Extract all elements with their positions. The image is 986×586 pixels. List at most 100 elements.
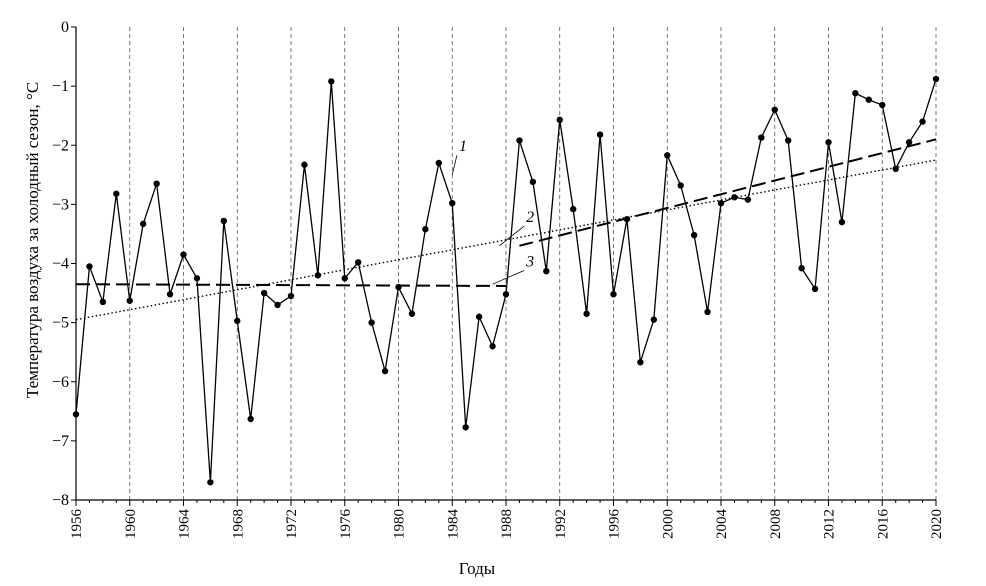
- data-point: [865, 96, 873, 103]
- data-point: [86, 263, 93, 270]
- data-point: [758, 134, 765, 141]
- x-tick-label: 1976: [338, 509, 354, 540]
- data-point: [166, 291, 174, 298]
- data-point: [260, 289, 268, 297]
- data-point: [234, 317, 241, 325]
- x-tick-label: 1956: [69, 509, 85, 540]
- x-tick-label: 1972: [284, 509, 300, 539]
- y-tick-label: −5: [52, 315, 69, 332]
- x-tick-label: 2004: [714, 509, 730, 540]
- data-point: [852, 90, 859, 97]
- x-tick-label: 2000: [660, 509, 676, 539]
- x-tick-label: 1984: [445, 509, 461, 540]
- data-point: [475, 313, 483, 320]
- data-point: [771, 106, 778, 113]
- data-point: [328, 78, 335, 85]
- data-point: [784, 137, 792, 144]
- annotation-label-1: 1: [459, 138, 467, 155]
- data-point: [879, 101, 886, 109]
- annotation-leader: [451, 155, 458, 175]
- x-tick-label: 1964: [177, 509, 193, 540]
- data-point: [623, 215, 631, 223]
- data-point: [247, 415, 254, 423]
- data-point: [126, 297, 133, 304]
- data-point: [744, 196, 752, 203]
- data-point: [596, 131, 604, 138]
- annotations: 1 2 3: [451, 138, 534, 285]
- x-tick-label: 2020: [929, 509, 945, 539]
- data-point: [193, 275, 201, 282]
- y-tick-label: −2: [52, 137, 69, 154]
- x-tick-label: 1992: [553, 509, 569, 539]
- x-tick-label: 1968: [230, 509, 246, 539]
- x-tick-label: 1960: [123, 509, 139, 539]
- data-point: [113, 190, 120, 197]
- x-tick-label: 1996: [607, 509, 623, 540]
- data-point: [368, 319, 375, 326]
- data-point: [207, 479, 214, 486]
- data-point: [435, 159, 443, 167]
- data-point: [516, 137, 523, 144]
- x-tick-label: 1988: [499, 509, 515, 539]
- data-point: [274, 301, 281, 309]
- annotation-label-2: 2: [526, 209, 534, 226]
- data-point: [220, 217, 228, 225]
- data-point: [798, 265, 805, 272]
- data-point: [677, 182, 684, 189]
- grid-lines: [129, 27, 937, 500]
- x-tick-label: 2016: [875, 509, 891, 540]
- data-point: [139, 220, 147, 228]
- data-point: [650, 316, 658, 323]
- x-tick-label: 1980: [392, 509, 408, 539]
- data-point: [341, 275, 348, 282]
- data-point: [704, 308, 711, 316]
- data-point: [664, 152, 671, 159]
- data-point: [583, 310, 590, 317]
- data-point: [99, 298, 107, 306]
- annotation-label-3: 3: [525, 253, 534, 270]
- data-point: [381, 367, 389, 375]
- y-tick-label: −6: [52, 374, 69, 391]
- data-point: [449, 199, 456, 207]
- y-tick-label: −7: [52, 433, 69, 450]
- data-point: [462, 424, 469, 431]
- y-axis-title: Температура воздуха за холодный сезон, °…: [23, 82, 42, 398]
- data-point: [489, 343, 496, 350]
- data-point: [905, 139, 913, 146]
- data-point: [731, 194, 738, 201]
- annotation-leader: [499, 225, 525, 247]
- data-point: [502, 291, 510, 298]
- data-point: [811, 285, 819, 293]
- data-point: [919, 118, 926, 125]
- data-point: [287, 292, 295, 300]
- data-point: [690, 231, 698, 239]
- y-tick-label: −8: [52, 492, 69, 509]
- data-point: [408, 310, 416, 317]
- trend-line-3-segment: [75, 283, 507, 287]
- axes: [71, 26, 937, 506]
- data-point: [838, 218, 846, 226]
- trend-line-3-segment: [519, 138, 937, 247]
- data-point: [422, 226, 429, 233]
- y-tick-label: −3: [52, 196, 69, 213]
- data-point: [395, 283, 402, 291]
- annotation-leader: [492, 270, 525, 285]
- x-tick-label: 2012: [822, 509, 838, 539]
- data-point: [610, 291, 617, 298]
- data-point: [569, 205, 577, 213]
- y-tick-label: −4: [52, 256, 69, 273]
- data-point: [717, 199, 725, 207]
- data-point: [932, 75, 940, 83]
- data-point: [529, 178, 537, 186]
- y-tick-label: −1: [52, 78, 69, 95]
- x-axis-title: Годы: [459, 559, 496, 578]
- data-point: [825, 139, 832, 146]
- data-point: [354, 259, 362, 266]
- data-point: [637, 359, 644, 366]
- data-point: [153, 180, 160, 187]
- data-point: [180, 251, 187, 258]
- data-point: [556, 116, 563, 124]
- y-tick-label: 0: [61, 19, 69, 36]
- x-tick-label: 2008: [768, 509, 784, 539]
